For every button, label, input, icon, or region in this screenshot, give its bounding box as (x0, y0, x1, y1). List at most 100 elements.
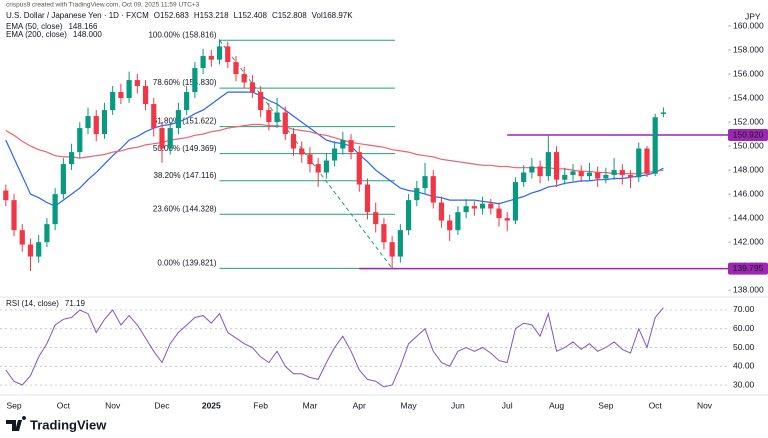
x-tick-label: Nov (697, 400, 713, 410)
y-tick-label: 148.000 (733, 164, 764, 174)
candle-body (266, 110, 272, 123)
logo-mark (6, 416, 27, 431)
brand: TradingView (30, 417, 107, 432)
legend-value: 148.000 (73, 30, 102, 39)
x-tick-label: Feb (253, 400, 268, 410)
header-text: L152.408 (234, 11, 268, 20)
candle-body (356, 152, 362, 185)
candle-body (208, 56, 214, 60)
candle-body (479, 203, 486, 209)
x-tick-label: May (401, 400, 418, 410)
candle-body (373, 212, 379, 225)
header-text: Vol168.97K (312, 11, 354, 20)
candle-body (274, 112, 280, 123)
header-text: C152.808 (272, 11, 307, 20)
candle-body (397, 230, 403, 257)
candle-body (627, 174, 634, 178)
y-tick-label: 146.000 (733, 188, 764, 198)
candle-body (323, 160, 329, 173)
ema-line (5, 123, 664, 175)
candle-body (126, 80, 132, 99)
x-tick-label: 2025 (202, 400, 221, 410)
candle-body (19, 230, 25, 245)
rsi-tick-label: 30.00 (733, 379, 755, 389)
candle-body (233, 62, 239, 75)
y-tick-label: 138.000 (733, 284, 764, 294)
candle-body (537, 166, 543, 177)
x-tick-label: Oct (57, 400, 71, 410)
candle-body (159, 128, 165, 149)
candle-body (93, 116, 99, 135)
fib-label: 61.80% (151.622) (153, 117, 217, 126)
candle-body (381, 224, 387, 243)
candle-body (315, 164, 321, 173)
candle-body (77, 128, 83, 153)
y-tick-label: 142.000 (733, 236, 764, 246)
header-text: H153.218 (194, 11, 229, 20)
candle-body (521, 172, 527, 183)
x-tick-label: Sep (598, 400, 613, 410)
candle-body (241, 74, 247, 83)
candle-body (167, 128, 173, 149)
rsi-tick-label: 60.00 (733, 323, 755, 333)
candle-body (36, 242, 42, 257)
rsi-title: RSI (14, close) (6, 299, 59, 308)
candle-body (216, 46, 223, 60)
legend-name: EMA (200, close) (6, 30, 67, 39)
x-tick-label: Oct (649, 400, 663, 410)
fib-trend (219, 39, 393, 269)
candle-body (348, 140, 354, 153)
fib-label: 38.20% (147.116) (154, 171, 217, 180)
price-level-tag (728, 129, 768, 142)
candle-body (619, 170, 625, 175)
candle-body (562, 174, 568, 180)
candle-body (225, 46, 231, 63)
candle-body (438, 202, 445, 221)
candle-body (290, 134, 297, 149)
candle-body (118, 92, 124, 99)
candle-body (44, 224, 50, 243)
candle-body (636, 148, 642, 178)
candle-body (586, 172, 593, 177)
candle-body (447, 220, 453, 231)
x-tick-label: Jul (502, 400, 513, 410)
rsi-tick-label: 70.00 (733, 304, 755, 314)
x-tick-label: Apr (353, 400, 366, 410)
candle-body (307, 154, 313, 165)
x-tick-label: Jun (451, 400, 465, 410)
legend-name: EMA (50, close) (6, 22, 63, 31)
candle-body (258, 92, 264, 111)
candle-body (570, 171, 576, 175)
fib-label: 50.00% (149.369) (153, 144, 217, 153)
candle-body (27, 244, 34, 257)
rsi-line (5, 307, 664, 388)
candle-body (488, 203, 494, 209)
candle-body (652, 117, 658, 174)
fib-label: 78.60% (154.830) (153, 78, 217, 87)
candle-body (299, 148, 305, 155)
y-tick-label: 160.000 (733, 20, 764, 30)
candle-body (85, 116, 91, 129)
candle-body (644, 148, 650, 174)
header-text: O152.683 (154, 11, 190, 20)
y-tick-label: 150.000 (733, 140, 764, 150)
currency: JPY (745, 11, 761, 21)
candle-body (60, 164, 66, 195)
candle-body (512, 182, 519, 221)
rsi-tick-label: 40.00 (733, 361, 755, 371)
candle-body (101, 110, 108, 135)
candle-body (455, 212, 461, 231)
fib-label: 100.00% (158.816) (148, 30, 216, 39)
candle-body (529, 166, 535, 173)
candle-body (282, 112, 288, 135)
candle-body (405, 200, 412, 231)
candle-body (545, 152, 551, 177)
candle-body (496, 208, 502, 219)
rsi-tick-label: 50.00 (733, 342, 755, 352)
price-level-tag (728, 262, 768, 275)
y-tick-label: 152.000 (733, 116, 764, 126)
candle-body (151, 104, 157, 129)
candle-body (175, 110, 182, 129)
legend-value: 148.166 (68, 22, 97, 31)
candle-body (364, 184, 371, 213)
